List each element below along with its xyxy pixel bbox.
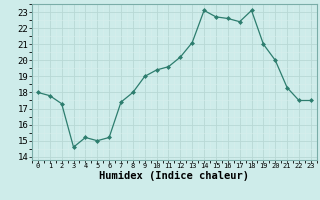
X-axis label: Humidex (Indice chaleur): Humidex (Indice chaleur)	[100, 171, 249, 181]
